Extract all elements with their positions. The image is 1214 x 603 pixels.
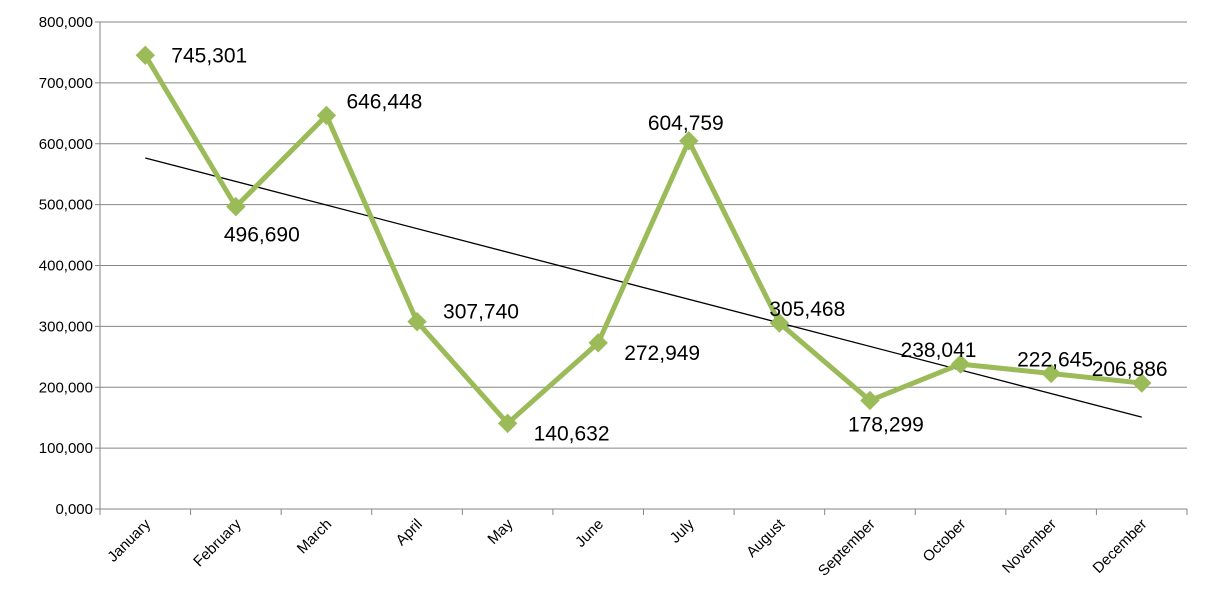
data-point-marker [950,354,971,374]
x-tick-label: September [815,516,879,580]
data-label: 140,632 [534,422,610,445]
x-tick-label: January [104,515,154,565]
x-tick-label: May [484,515,516,547]
y-tick-label: 400,000 [39,258,93,275]
data-label: 305,468 [769,298,845,321]
data-point-marker [588,333,608,353]
x-tick-label: June [572,516,607,551]
data-label: 178,299 [848,413,924,436]
data-point-marker [860,390,880,411]
data-label: 307,740 [443,301,519,324]
data-point-marker [226,196,246,217]
data-point-marker [679,131,699,151]
x-tick-label: November [999,516,1060,577]
y-tick-label: 100,000 [39,440,93,457]
data-point-marker [769,313,790,333]
data-label: 272,949 [624,342,700,365]
y-tick-label: 800,000 [39,14,93,31]
x-tick-label: October [920,516,970,566]
x-tick-label: February [190,515,245,570]
data-point-marker [1132,373,1152,393]
x-tick-label: July [667,515,698,546]
data-point-marker [1041,363,1061,384]
x-tick-label: August [743,515,789,561]
data-point-marker [135,45,155,66]
trendline [145,157,1142,418]
series-line [143,54,1142,426]
data-label: 222,645 [1017,348,1093,371]
y-tick-label: 300,000 [39,318,93,335]
x-tick-label: April [393,516,426,549]
y-tick-label: 500,000 [39,197,93,214]
data-label: 604,759 [648,112,724,135]
x-tick-label: March [294,516,335,557]
data-label: 496,690 [224,224,300,247]
x-tick-label: December [1090,516,1151,577]
y-tick-label: 0,000 [55,501,93,518]
data-label: 646,448 [346,90,422,113]
data-label: 238,041 [901,339,977,362]
data-label: 745,301 [171,44,247,67]
y-tick-label: 700,000 [39,75,93,92]
data-label: 206,886 [1092,358,1168,381]
data-point-marker [407,311,427,332]
data-point-marker [316,105,337,126]
y-tick-label: 200,000 [39,379,93,396]
data-point-marker [497,413,518,434]
y-tick-label: 600,000 [39,136,93,153]
